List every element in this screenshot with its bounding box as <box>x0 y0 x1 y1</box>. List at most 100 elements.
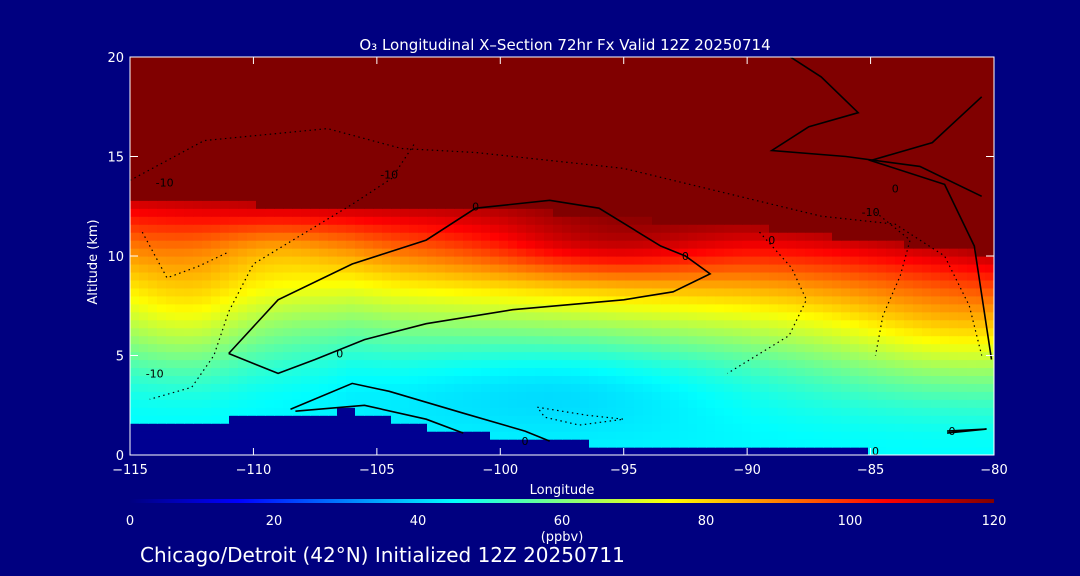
field-cell <box>670 136 680 146</box>
field-cell <box>346 343 356 353</box>
field-cell <box>535 120 545 130</box>
field-cell <box>778 224 788 233</box>
field-cell <box>220 399 230 408</box>
field-cell <box>508 57 518 66</box>
field-cell <box>247 176 257 185</box>
field-cell <box>706 64 716 74</box>
field-cell <box>634 80 644 90</box>
field-cell <box>409 327 419 337</box>
field-cell <box>517 335 527 345</box>
field-cell <box>751 208 761 217</box>
field-cell <box>436 415 446 424</box>
field-cell <box>436 311 446 321</box>
field-cell <box>661 80 671 90</box>
field-cell <box>328 359 338 369</box>
field-cell <box>130 256 140 265</box>
field-cell <box>616 160 626 170</box>
field-cell <box>940 120 950 130</box>
field-cell <box>706 327 716 337</box>
field-cell <box>544 399 554 408</box>
field-cell <box>184 144 194 154</box>
field-cell <box>364 240 374 249</box>
field-cell <box>409 96 419 106</box>
field-cell <box>310 431 320 440</box>
field-cell <box>274 248 284 257</box>
field-cell <box>661 303 671 313</box>
field-cell <box>634 184 644 193</box>
field-cell <box>454 335 464 345</box>
field-cell <box>517 319 527 329</box>
field-cell <box>967 224 977 233</box>
field-cell <box>301 391 311 400</box>
field-cell <box>616 335 626 345</box>
field-cell <box>184 176 194 185</box>
field-cell <box>337 248 347 257</box>
field-cell <box>274 303 284 313</box>
field-cell <box>796 295 806 305</box>
field-cell <box>202 271 212 281</box>
field-cell <box>976 256 986 265</box>
field-cell <box>670 64 680 74</box>
field-cell <box>283 407 293 416</box>
field-cell <box>490 72 500 82</box>
field-cell <box>274 112 284 122</box>
field-cell <box>823 72 833 82</box>
field-cell <box>283 367 293 376</box>
field-cell <box>427 287 437 297</box>
field-cell <box>922 279 932 289</box>
field-cell <box>949 64 959 74</box>
field-cell <box>247 303 257 313</box>
field-cell <box>481 240 491 249</box>
field-cell <box>787 415 797 424</box>
field-cell <box>589 295 599 305</box>
field-cell <box>526 423 536 432</box>
field-cell <box>355 176 365 185</box>
field-cell <box>517 216 527 225</box>
field-cell <box>688 192 698 201</box>
field-cell <box>526 232 536 241</box>
field-cell <box>364 367 374 376</box>
field-cell <box>787 104 797 114</box>
field-cell <box>463 104 473 114</box>
field-cell <box>868 57 878 66</box>
field-cell <box>670 383 680 392</box>
field-cell <box>256 279 266 289</box>
field-cell <box>733 359 743 369</box>
field-cell <box>922 112 932 122</box>
field-cell <box>985 335 994 345</box>
field-cell <box>463 168 473 177</box>
field-cell <box>688 248 698 257</box>
field-cell <box>157 423 167 432</box>
field-cell <box>274 391 284 400</box>
field-cell <box>427 271 437 281</box>
field-cell <box>517 391 527 400</box>
field-cell <box>697 303 707 313</box>
field-cell <box>940 72 950 82</box>
field-cell <box>382 208 392 217</box>
field-cell <box>868 184 878 193</box>
field-cell <box>967 256 977 265</box>
field-cell <box>643 367 653 376</box>
field-cell <box>877 359 887 369</box>
field-cell <box>553 391 563 400</box>
field-cell <box>310 232 320 241</box>
field-cell <box>427 375 437 384</box>
field-cell <box>598 447 608 455</box>
field-cell <box>247 57 257 66</box>
field-cell <box>652 176 662 185</box>
field-cell <box>481 144 491 154</box>
field-cell <box>418 256 428 265</box>
field-cell <box>166 184 176 193</box>
field-cell <box>229 200 239 209</box>
field-cell <box>652 168 662 177</box>
field-cell <box>706 120 716 130</box>
field-cell <box>616 232 626 241</box>
field-cell <box>256 415 266 424</box>
field-cell <box>292 367 302 376</box>
field-cell <box>355 295 365 305</box>
field-cell <box>922 423 932 432</box>
field-cell <box>913 120 923 130</box>
field-cell <box>463 391 473 400</box>
field-cell <box>490 128 500 138</box>
field-cell <box>913 160 923 170</box>
